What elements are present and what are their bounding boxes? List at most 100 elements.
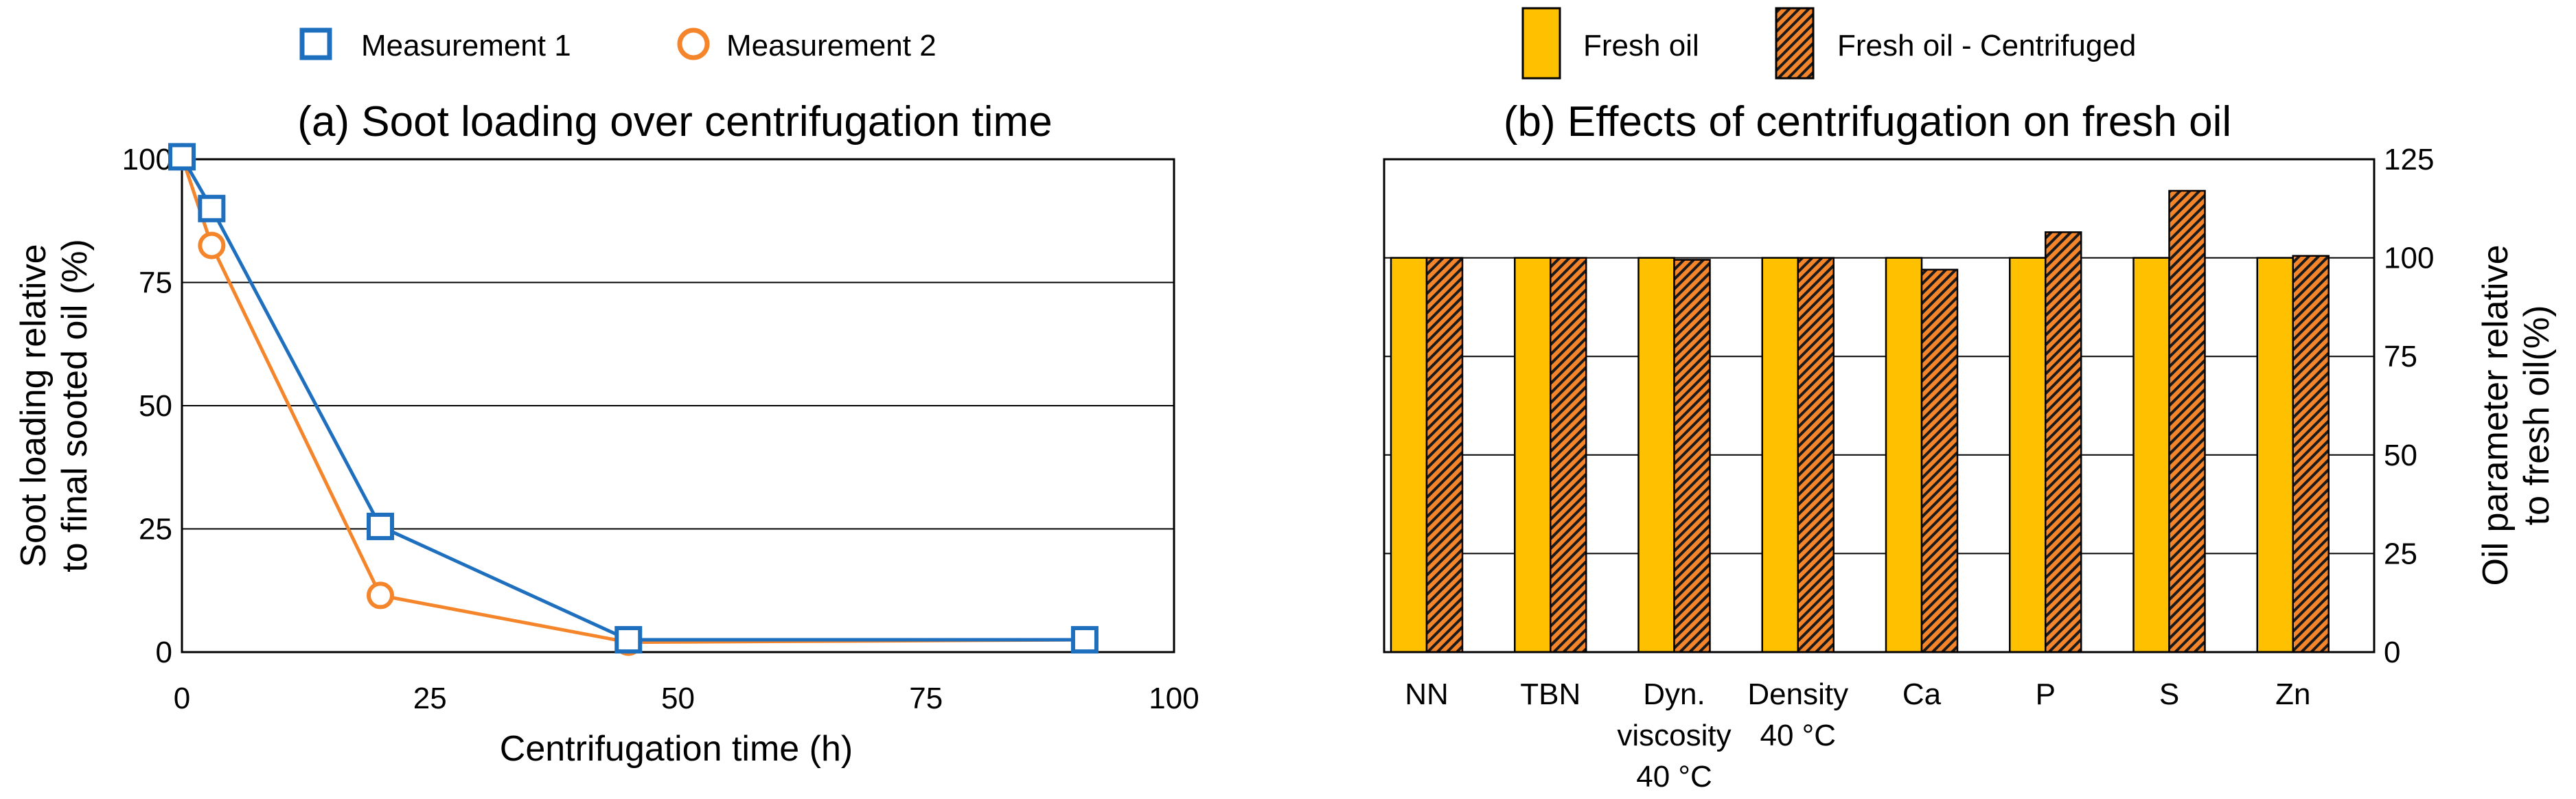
chart-b-category-label-line: Density — [1747, 678, 1848, 711]
legend-label-fresh-oil-centrifuged: Fresh oil - Centrifuged — [1837, 29, 2136, 62]
chart-a-y-tick-label: 0 — [156, 636, 172, 669]
bar-fresh-oil-centrifuged — [2168, 189, 2206, 653]
chart-b-legend: Fresh oil Fresh oil - Centrifuged — [1521, 7, 2136, 80]
data-point-measurement-2 — [367, 581, 394, 610]
bar-fresh-oil — [2132, 257, 2170, 653]
chart-b-y-ticks: 0 25 50 75 100 125 — [2384, 143, 2434, 669]
chart-b-category-label: Density 40 °C — [1747, 678, 1848, 752]
bar-group-zn — [2256, 255, 2330, 653]
chart-b-y-axis-label: Oil parameter relative to fresh oil(%) — [2476, 244, 2557, 586]
series-measurement-2 — [168, 143, 1099, 656]
chart-a-y-tick-label: 25 — [139, 513, 172, 546]
legend-label-measurement-1: Measurement 1 — [361, 29, 571, 62]
series-line-measurement-1 — [180, 156, 1085, 642]
bar-fresh-oil-centrifuged — [1425, 257, 1464, 653]
chart-b-y-tick-label: 75 — [2384, 340, 2417, 373]
bar-fresh-oil-centrifuged — [1673, 259, 1711, 653]
series-line-measurement-2 — [180, 156, 1085, 645]
bar-fresh-oil-centrifuged — [2292, 255, 2330, 653]
chart-a-x-tick-label: 50 — [661, 682, 695, 715]
chart-a: Measurement 1 Measurement 2 (a) Soot loa… — [14, 27, 1199, 769]
chart-a-series — [168, 143, 1099, 656]
chart-b-category-label-line: viscosity — [1617, 719, 1731, 752]
bar-group-nn — [1390, 257, 1464, 653]
bar-fresh-oil-centrifuged — [1920, 268, 1959, 653]
data-point-measurement-2 — [198, 231, 226, 259]
legend-marker-measurement-1 — [299, 27, 332, 60]
chart-b-y-tick-label: 50 — [2384, 439, 2417, 472]
chart-a-x-tick-label: 100 — [1149, 682, 1199, 715]
chart-a-y-tick-label: 75 — [139, 266, 172, 300]
chart-b-x-ticks: NN TBN Dyn. viscosity 40 °C Density 40 °C Ca P S Z… — [1405, 678, 2310, 794]
legend-label-fresh-oil: Fresh oil — [1583, 29, 1699, 62]
series-measurement-1 — [168, 143, 1099, 654]
chart-b-y-tick-label: 100 — [2384, 242, 2434, 275]
chart-a-x-tick-label: 25 — [413, 682, 447, 715]
chart-b-category-label: TBN — [1520, 678, 1580, 711]
bar-group-s — [2132, 189, 2206, 653]
data-point-measurement-1 — [198, 194, 226, 222]
legend-marker-measurement-2 — [677, 27, 710, 60]
chart-a-x-axis-label: Centrifugation time (h) — [500, 729, 853, 769]
bar-fresh-oil-centrifuged — [2045, 231, 2082, 653]
chart-b-category-label-line: TBN — [1520, 678, 1580, 711]
chart-b-category-label-line: NN — [1405, 678, 1449, 711]
chart-b-category-label-line: 40 °C — [1760, 719, 1836, 752]
data-point-measurement-1 — [1070, 626, 1099, 654]
bar-group-ca — [1885, 257, 1959, 653]
data-point-measurement-1 — [168, 143, 196, 171]
chart-b: Fresh oil Fresh oil - Centrifuged (b) Ef… — [1383, 7, 2557, 794]
legend-swatch-fresh-oil-centrifuged — [1775, 7, 1815, 80]
chart-a-legend: Measurement 1 Measurement 2 — [299, 27, 936, 62]
bar-group-p — [2009, 231, 2082, 653]
chart-a-y-axis-label-line-1: Soot loading relative — [14, 244, 54, 567]
chart-b-y-axis-label-line-1: Oil parameter relative — [2476, 244, 2516, 586]
chart-b-category-label: Ca — [1902, 678, 1942, 711]
chart-a-x-tick-label: 75 — [909, 682, 943, 715]
chart-b-category-label-line: Dyn. — [1643, 678, 1705, 711]
chart-b-y-tick-label: 125 — [2384, 143, 2434, 176]
chart-a-title: (a) Soot loading over centrifugation tim… — [297, 98, 1052, 146]
chart-b-y-axis-label-line-2: to fresh oil(%) — [2517, 305, 2557, 526]
bar-fresh-oil — [1761, 257, 1799, 653]
chart-b-category-label-line: Ca — [1902, 678, 1942, 711]
data-point-measurement-1 — [614, 626, 643, 654]
bar-group-density-40-c — [1761, 257, 1835, 653]
chart-a-plot-frame — [181, 158, 1175, 653]
chart-b-category-label-line: P — [2036, 678, 2056, 711]
chart-a-y-axis-label-line-2: to final sooted oil (%) — [55, 239, 95, 572]
bar-fresh-oil-centrifuged — [1550, 257, 1587, 653]
chart-a-y-tick-label: 50 — [139, 389, 172, 423]
legend-swatch-fresh-oil — [1521, 7, 1561, 80]
chart-b-title: (b) Effects of centrifugation on fresh o… — [1504, 98, 2231, 146]
bar-fresh-oil — [1390, 257, 1428, 653]
chart-b-y-tick-label: 25 — [2384, 537, 2417, 570]
bar-fresh-oil — [1637, 257, 1675, 653]
chart-b-category-label-line: Zn — [2275, 678, 2310, 711]
chart-a-y-ticks: 0 25 50 75 100 — [122, 143, 172, 669]
legend-label-measurement-2: Measurement 2 — [726, 29, 936, 62]
chart-b-category-label-line: 40 °C — [1636, 760, 1712, 794]
data-point-measurement-1 — [367, 512, 394, 540]
chart-a-y-tick-label: 100 — [122, 143, 172, 176]
chart-a-x-ticks: 0 25 50 75 100 — [174, 682, 1199, 715]
chart-b-category-label: P — [2036, 678, 2056, 711]
chart-b-category-label: S — [2159, 678, 2179, 711]
chart-a-x-tick-label: 0 — [174, 682, 190, 715]
bar-fresh-oil-centrifuged — [1797, 257, 1835, 653]
bar-fresh-oil — [1885, 257, 1923, 653]
chart-b-category-label: Dyn. viscosity 40 °C — [1617, 678, 1731, 794]
chart-b-category-label: Zn — [2275, 678, 2310, 711]
chart-b-category-label: NN — [1405, 678, 1449, 711]
bar-fresh-oil — [2009, 257, 2047, 653]
chart-a-y-axis-label: Soot loading relative to final sooted oi… — [14, 239, 95, 572]
bar-fresh-oil — [1514, 257, 1552, 653]
bar-group-tbn — [1514, 257, 1587, 653]
chart-b-bars — [1390, 189, 2330, 653]
bar-fresh-oil — [2256, 257, 2294, 653]
chart-b-category-label-line: S — [2159, 678, 2179, 711]
bar-group-dyn-viscosity-40-c — [1637, 257, 1711, 653]
chart-b-plot-frame — [1383, 158, 2376, 653]
chart-b-y-tick-label: 0 — [2384, 636, 2400, 669]
